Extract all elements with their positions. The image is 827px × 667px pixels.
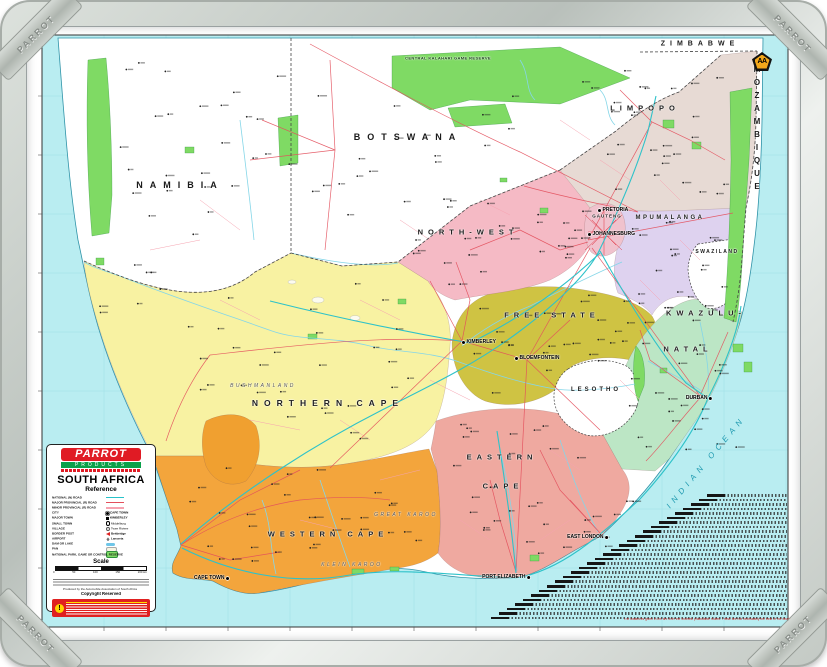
legend-sample bbox=[106, 496, 150, 499]
legend-symbol-icon bbox=[106, 502, 124, 504]
fine-print bbox=[53, 579, 149, 588]
legend-symbol-icon bbox=[106, 542, 115, 547]
produced-by: Produced by the Automobile Association o… bbox=[63, 588, 137, 592]
legend-subtitle: Reference bbox=[85, 486, 117, 493]
legend-symbol-icon bbox=[106, 511, 109, 515]
warning-notice: ! bbox=[52, 599, 150, 618]
parrot-logo: PARROT PRODUCTS bbox=[61, 448, 141, 472]
scale-ticks: 0 50 100 150 200 km bbox=[53, 571, 147, 574]
legend-sample bbox=[106, 507, 150, 509]
copyright: Copyright Reserved bbox=[81, 592, 121, 597]
legend-sample bbox=[106, 502, 150, 504]
legend-panel: PARROT PRODUCTS SOUTH AFRICA Reference N… bbox=[46, 444, 156, 618]
scale-tick: 200 km bbox=[137, 571, 147, 575]
legend-item: NATIONAL PARK, GAME OR CONTROL RESERVE bbox=[52, 551, 150, 558]
legend-items: NATIONAL (N) ROAD MAJOR PROVINCIAL (R) R… bbox=[52, 495, 150, 558]
scale-tick: 100 bbox=[93, 571, 98, 575]
legend-sample: Lanseria bbox=[106, 536, 150, 542]
scale-label: Scale bbox=[93, 559, 109, 566]
scale-tick: 50 bbox=[72, 571, 76, 575]
parrot-logo-text: PARROT bbox=[61, 448, 141, 461]
legend-symbol-icon bbox=[106, 517, 109, 520]
parrot-logo-strip bbox=[61, 469, 141, 472]
legend-symbol-icon bbox=[106, 507, 124, 509]
legend-symbol-icon bbox=[106, 496, 124, 499]
parrot-logo-subtext: PRODUCTS bbox=[61, 462, 141, 468]
warning-text-lines bbox=[66, 601, 147, 615]
scale-tick: 150 bbox=[115, 571, 121, 575]
scale-tick: 0 bbox=[53, 571, 55, 575]
legend-title: SOUTH AFRICA bbox=[57, 474, 145, 486]
warning-icon: ! bbox=[55, 603, 64, 613]
legend-sample bbox=[106, 542, 150, 547]
legend-symbol-icon bbox=[106, 537, 110, 542]
